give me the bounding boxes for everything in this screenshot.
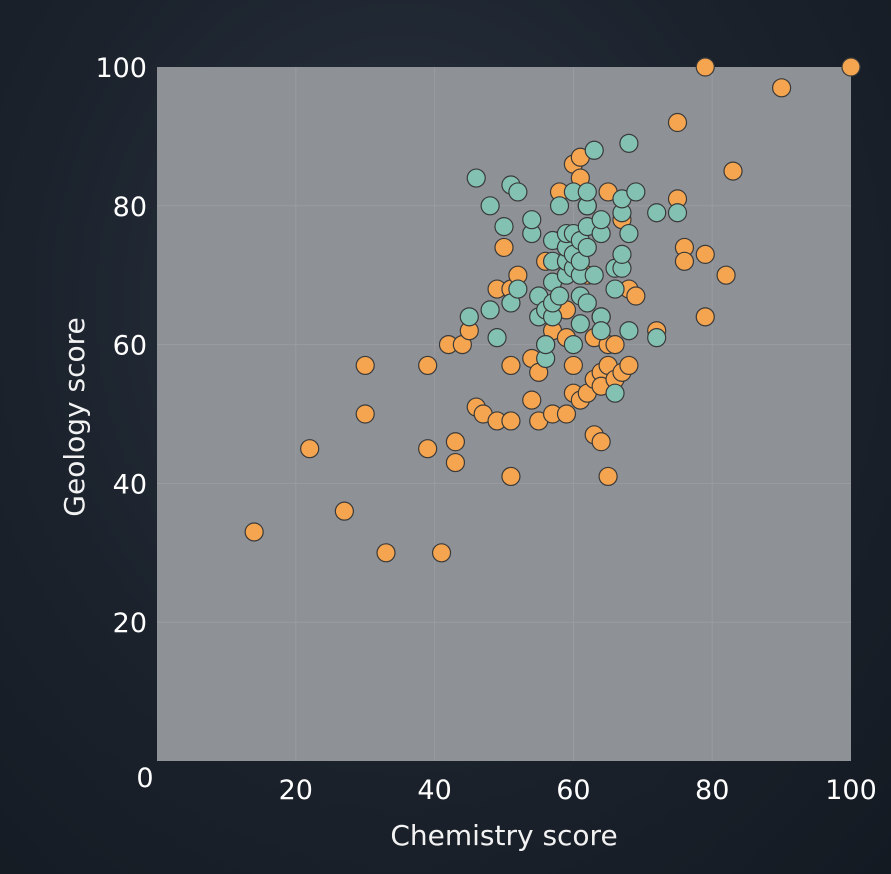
data-point (334, 501, 354, 521)
data-point (605, 383, 625, 403)
x-tick-label: 60 (556, 775, 590, 806)
data-point (355, 404, 375, 424)
data-point (619, 223, 639, 244)
data-point (584, 140, 604, 160)
data-point (647, 328, 667, 348)
data-point (466, 168, 486, 188)
y-axis-label: Geology score (58, 317, 91, 516)
data-point (598, 466, 618, 487)
data-point (563, 355, 584, 376)
x-tick-label: 100 (825, 775, 877, 806)
series-1 (459, 133, 688, 403)
data-point (716, 265, 736, 285)
tick-labels: 0 20 40 60 80 100 20 40 60 80 100 (95, 53, 876, 806)
data-point (771, 78, 792, 98)
data-point (494, 237, 514, 258)
y-tick-label: 20 (113, 608, 147, 639)
data-point (563, 335, 584, 355)
data-point (584, 265, 604, 285)
data-point (626, 182, 646, 202)
data-point (667, 112, 688, 133)
data-point (570, 314, 590, 334)
plot-area (157, 67, 851, 761)
data-point (577, 293, 597, 313)
data-point (459, 307, 479, 327)
data-point (577, 237, 597, 258)
data-point (244, 522, 264, 542)
data-point (723, 161, 743, 181)
data-point (487, 328, 507, 348)
y-tick-label: 100 (95, 53, 147, 84)
data-point (522, 210, 542, 230)
data-point (591, 432, 611, 452)
data-points (244, 57, 861, 563)
data-point (695, 244, 715, 264)
x-axis-label: Chemistry score (390, 819, 617, 852)
data-point (355, 355, 375, 376)
x-tick-label: 80 (695, 775, 729, 806)
data-point (418, 355, 438, 376)
data-point (445, 452, 466, 473)
x-tick-label: 0 (136, 763, 153, 794)
y-tick-label: 60 (113, 331, 147, 362)
data-point (674, 251, 695, 271)
data-point (647, 203, 667, 223)
data-point (549, 196, 570, 216)
x-tick-label: 40 (417, 775, 451, 806)
data-point (841, 57, 861, 77)
data-point (605, 279, 625, 299)
data-point (480, 196, 500, 216)
data-point (494, 217, 514, 237)
data-point (501, 355, 521, 376)
data-point (300, 439, 320, 459)
data-point (626, 286, 646, 306)
data-point (508, 279, 528, 299)
x-tick-label: 20 (279, 775, 313, 806)
data-point (549, 286, 570, 306)
data-point (522, 390, 542, 410)
data-point (619, 133, 639, 153)
data-point (591, 210, 611, 230)
y-tick-label: 40 (113, 469, 147, 500)
data-point (480, 300, 500, 320)
data-point (612, 244, 632, 264)
data-point (431, 543, 452, 563)
data-point (619, 321, 639, 341)
data-point (605, 335, 625, 355)
data-point (577, 182, 597, 202)
data-point (376, 543, 396, 563)
data-point (591, 321, 611, 341)
data-point (501, 466, 521, 487)
data-point (445, 432, 466, 452)
y-tick-label: 80 (113, 192, 147, 223)
data-point (418, 439, 438, 459)
data-point (667, 203, 688, 223)
data-point (619, 355, 639, 376)
data-point (508, 182, 528, 202)
data-point (501, 411, 521, 431)
data-point (536, 335, 556, 355)
data-point (556, 404, 577, 424)
data-point (695, 57, 715, 77)
data-point (695, 307, 715, 327)
